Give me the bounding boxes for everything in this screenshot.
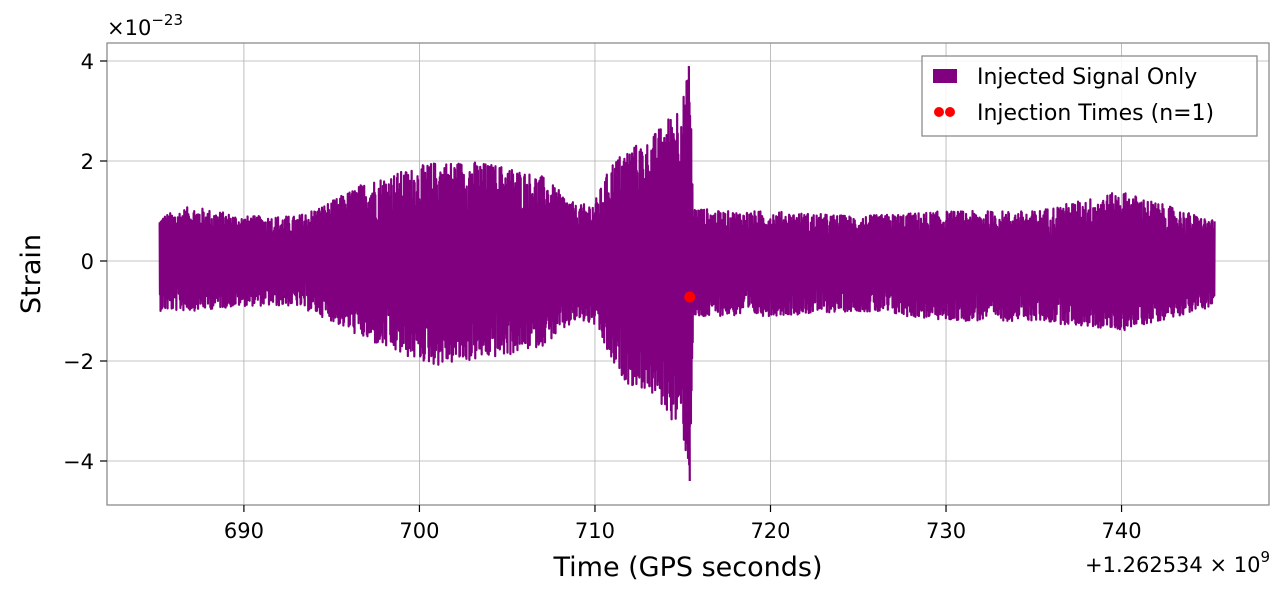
series-injected-signal	[158, 65, 1216, 482]
legend-swatch-injected-signal	[933, 69, 957, 83]
y-tick-label: 4	[81, 50, 94, 74]
y-axis-label: Strain	[16, 234, 47, 314]
y-tick-label: 2	[81, 150, 94, 174]
injection-time-marker	[684, 291, 696, 303]
x-axis-ticks: 690 700 710 720 730 740	[224, 505, 1142, 543]
y-tick-label: 0	[81, 250, 94, 274]
x-offset-base: +1.262534 × 10	[1085, 553, 1260, 577]
x-tick-label: 700	[399, 519, 439, 543]
y-axis-scale-label: ×10−23	[107, 11, 183, 40]
x-tick-label: 740	[1102, 519, 1142, 543]
x-tick-label: 710	[575, 519, 615, 543]
legend: Injected Signal Only Injection Times (n=…	[921, 55, 1258, 137]
x-axis-label: Time (GPS seconds)	[552, 552, 822, 583]
legend-label-injected-signal: Injected Signal Only	[977, 65, 1197, 90]
legend-label-injection-times: Injection Times (n=1)	[977, 101, 1214, 126]
injected-signal-trace	[158, 65, 1216, 482]
x-offset-exponent: 9	[1260, 548, 1270, 566]
x-tick-label: 730	[926, 519, 966, 543]
x-tick-label: 690	[224, 519, 264, 543]
y-axis-ticks: 4 2 0 −2 −4	[63, 50, 107, 474]
y-tick-label: −4	[63, 450, 94, 474]
legend-marker-injection-times	[934, 107, 944, 117]
plot-area-frame	[106, 42, 1270, 506]
legend-box	[921, 55, 1258, 137]
x-axis-offset-label: +1.262534 × 109	[1085, 548, 1270, 577]
series-injection-times	[684, 291, 696, 303]
x-tick-label: 720	[750, 519, 790, 543]
y-scale-exponent: −23	[151, 11, 183, 29]
legend-marker-injection-times	[945, 107, 955, 117]
y-tick-label: −2	[63, 350, 94, 374]
y-scale-base: ×10	[107, 16, 151, 40]
